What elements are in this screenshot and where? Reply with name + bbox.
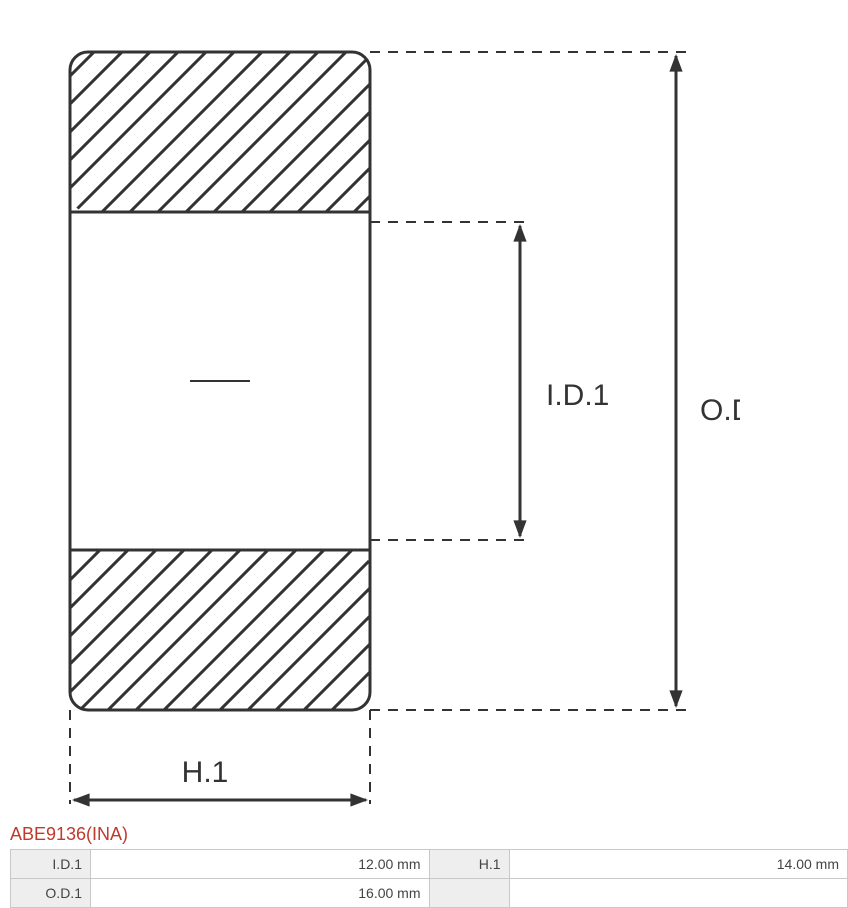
spec-value: 16.00 mm: [91, 879, 430, 908]
table-row: O.D.116.00 mm: [11, 879, 848, 908]
spec-label: I.D.1: [11, 850, 91, 879]
part-title: ABE9136(INA): [0, 820, 848, 849]
svg-text:O.D.1: O.D.1: [700, 394, 740, 427]
page: O.D.1I.D.1H.1 ABE9136(INA) I.D.112.00 mm…: [0, 0, 848, 908]
spec-value: 14.00 mm: [509, 850, 848, 879]
spec-label: O.D.1: [11, 879, 91, 908]
spec-value: 12.00 mm: [91, 850, 430, 879]
svg-text:H.1: H.1: [182, 756, 229, 789]
spec-label: H.1: [429, 850, 509, 879]
spec-label: [429, 879, 509, 908]
spec-value: [509, 879, 848, 908]
bushing-diagram: O.D.1 I.D.1 H.1: [0, 0, 848, 820]
svg-text:I.D.1: I.D.1: [546, 379, 609, 412]
spec-table: I.D.112.00 mmH.114.00 mmO.D.116.00 mm: [10, 849, 848, 908]
table-row: I.D.112.00 mmH.114.00 mm: [11, 850, 848, 879]
diagram-svg: O.D.1 I.D.1 H.1: [0, 10, 740, 810]
